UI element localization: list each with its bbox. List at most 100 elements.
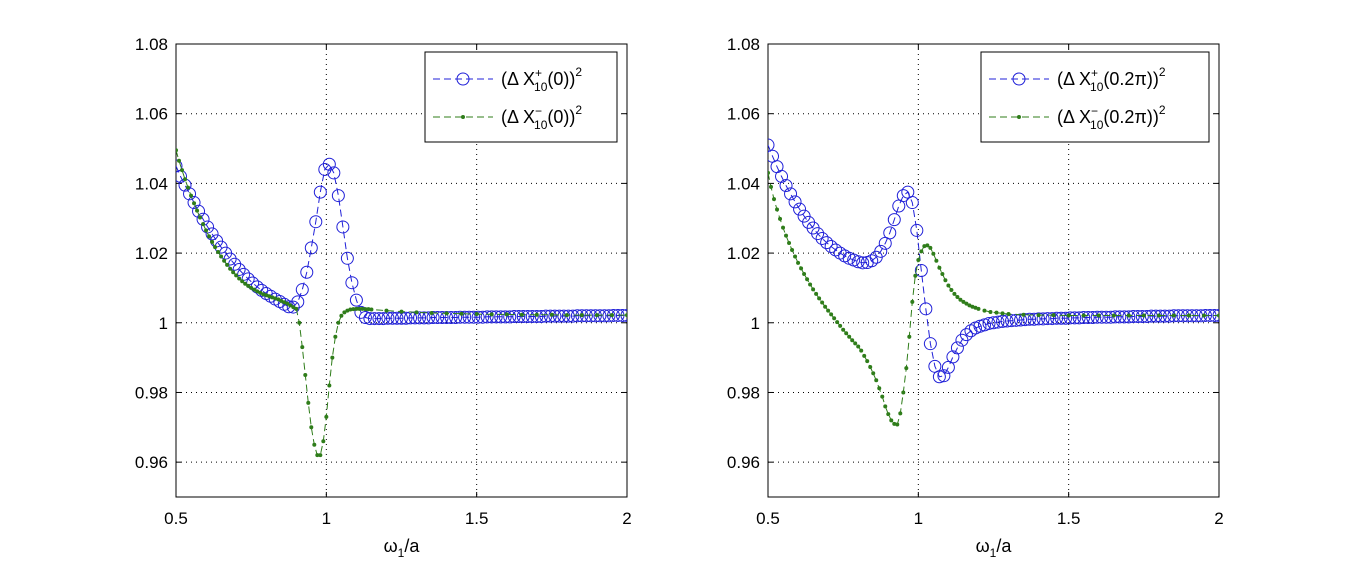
data-point — [357, 306, 362, 311]
data-point — [833, 246, 847, 260]
data-point — [835, 320, 840, 325]
data-point — [366, 307, 371, 312]
legend: (Δ X+ 10(0.2π))2 (Δ X− 10(0.2π))2 — [980, 51, 1210, 143]
data-point — [369, 307, 374, 312]
data-point — [769, 184, 774, 189]
data-point — [304, 241, 318, 255]
data-point — [625, 313, 627, 318]
data-point — [832, 316, 837, 321]
data-point — [778, 216, 783, 221]
data-point — [1014, 313, 1028, 327]
data-point — [793, 202, 807, 216]
data-point — [787, 240, 792, 245]
data-point — [1111, 313, 1116, 318]
data-point — [1045, 312, 1059, 326]
x-tick-label: 1 — [322, 509, 331, 528]
data-point — [967, 303, 972, 308]
data-point — [340, 251, 354, 265]
y-tick-label: 1.02 — [727, 244, 760, 263]
data-point — [1140, 309, 1154, 323]
data-point — [859, 348, 864, 353]
data-point — [987, 316, 1000, 330]
data-point — [312, 442, 317, 447]
data-point — [234, 273, 239, 278]
data-point — [901, 390, 906, 395]
data-point — [309, 425, 314, 430]
data-point — [593, 309, 607, 323]
data-point — [1201, 313, 1206, 318]
data-point — [914, 264, 928, 277]
data-point — [991, 315, 1005, 329]
x-axis-label: ω1/a — [976, 536, 1013, 560]
data-point — [916, 258, 921, 263]
data-point — [219, 254, 224, 259]
data-point — [907, 334, 912, 339]
data-point — [273, 296, 278, 301]
data-point — [958, 297, 963, 302]
data-point — [1032, 312, 1046, 326]
legend-box — [980, 51, 1210, 143]
data-point — [1086, 311, 1100, 325]
data-point — [937, 369, 951, 383]
data-point — [204, 228, 209, 233]
plot-panel-left: 0.5 1 1.5 2 0.96 0.98 1 1.02 1.04 1.06 1.08 ω1/a (Δ … — [135, 35, 632, 560]
series-line — [176, 163, 627, 320]
series-plus — [768, 138, 1219, 384]
data-point — [381, 311, 395, 325]
data-point — [1153, 309, 1167, 323]
data-point — [895, 422, 900, 427]
data-point — [476, 310, 490, 324]
data-point — [594, 313, 599, 318]
data-point — [799, 266, 804, 271]
series-minus — [176, 148, 627, 458]
data-point — [932, 370, 946, 384]
data-point — [507, 309, 521, 323]
data-point — [485, 310, 499, 324]
data-point — [790, 247, 795, 252]
data-point — [955, 294, 960, 299]
legend-item: (Δ X− 10(0.2π))2 — [989, 103, 1166, 132]
data-point — [322, 157, 336, 171]
data-point — [949, 288, 954, 293]
data-point — [961, 299, 966, 304]
data-point — [772, 197, 777, 202]
data-point — [775, 169, 789, 183]
y-tick-label: 1.04 — [727, 174, 760, 193]
x-tick-label: 1 — [914, 509, 923, 528]
data-point — [973, 305, 978, 310]
data-point — [222, 258, 227, 263]
data-point — [781, 225, 786, 230]
data-point — [850, 338, 855, 343]
data-point — [1036, 312, 1050, 326]
data-point — [802, 271, 807, 276]
series-line — [176, 150, 627, 456]
data-point — [548, 309, 562, 323]
data-point — [318, 453, 323, 458]
x-tick-label: 0.5 — [164, 509, 188, 528]
data-point — [1126, 313, 1131, 318]
data-point — [384, 308, 389, 313]
data-point — [922, 244, 927, 249]
data-point — [480, 310, 494, 324]
data-point — [426, 311, 440, 325]
data-point — [192, 201, 197, 206]
data-point — [489, 310, 503, 324]
data-point — [910, 299, 915, 304]
data-point — [285, 301, 290, 306]
data-point — [871, 371, 876, 376]
data-point — [176, 159, 183, 173]
data-point — [444, 311, 449, 316]
data-point — [345, 308, 350, 313]
data-point — [1051, 313, 1056, 318]
data-point — [1063, 311, 1077, 325]
data-point — [853, 341, 858, 346]
data-point — [255, 289, 260, 294]
data-point — [180, 168, 185, 173]
data-point — [449, 311, 463, 325]
data-point — [516, 309, 530, 323]
data-point — [372, 312, 386, 326]
data-point — [910, 223, 924, 237]
y-tick-label: 1.08 — [135, 35, 168, 54]
data-point — [376, 312, 390, 326]
data-point — [213, 245, 218, 250]
